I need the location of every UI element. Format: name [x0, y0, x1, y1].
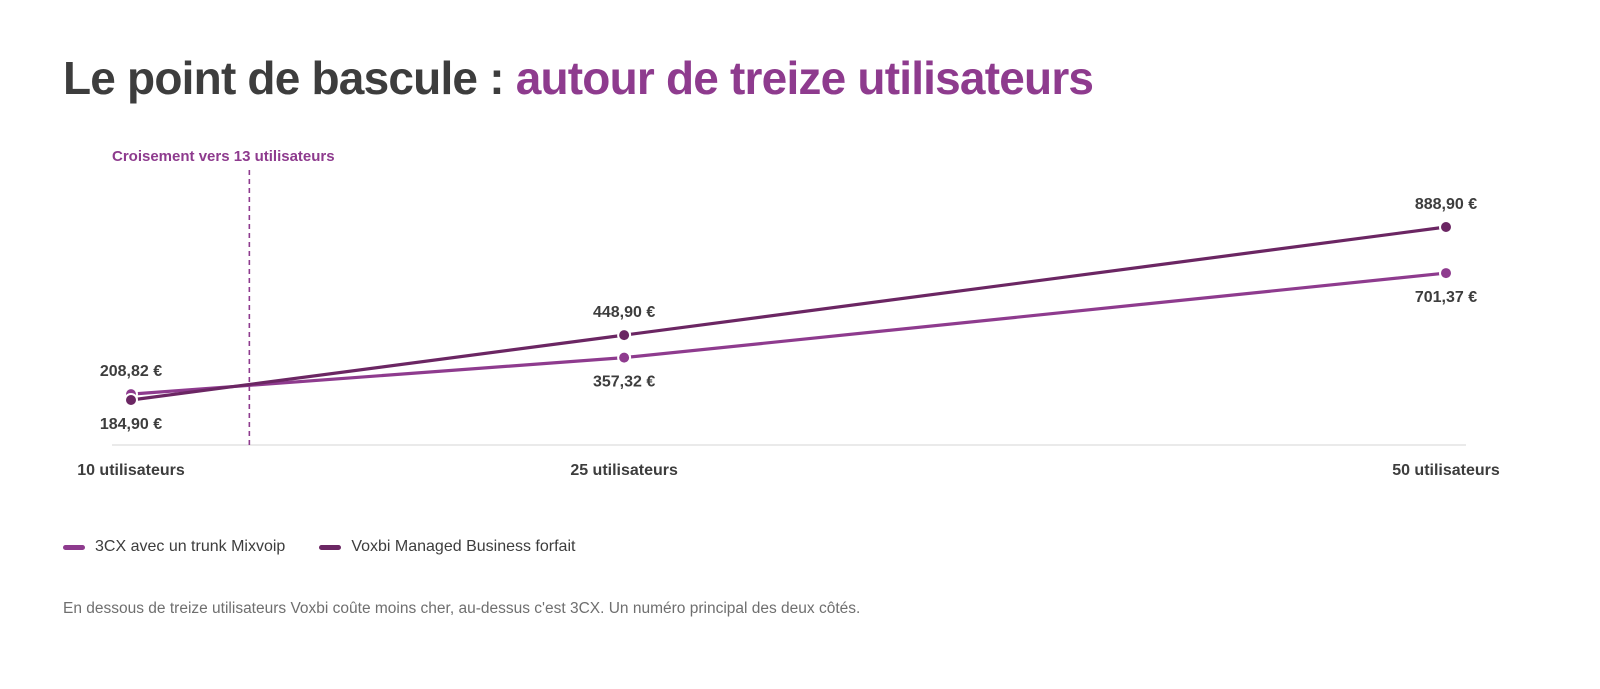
- data-point-1-2: [1439, 220, 1453, 234]
- chart-footnote: En dessous de treize utilisateurs Voxbi …: [63, 600, 861, 617]
- crossover-label: Croisement vers 13 utilisateurs: [112, 148, 335, 165]
- legend-swatch-voxbi: [319, 544, 342, 550]
- data-point-0-2: [1439, 266, 1453, 281]
- data-point-0-1: [617, 350, 632, 365]
- legend-label-voxbi: Voxbi Managed Business forfait: [351, 538, 576, 555]
- legend-item-voxbi: Voxbi Managed Business forfait: [319, 538, 575, 556]
- data-point-1-0: [124, 393, 138, 407]
- chart-title-accent: autour de treize utilisateurs: [515, 52, 1094, 104]
- series-line-0: [129, 271, 1448, 396]
- legend-label-3cx: 3CX avec un trunk Mixvoip: [95, 538, 286, 555]
- data-point-1-1: [617, 328, 632, 343]
- chart-title-lead: Le point de bascule :: [63, 52, 505, 104]
- chart-legend: 3CX avec un trunk Mixvoip Voxbi Managed …: [63, 538, 609, 556]
- x-tick-label-0: 10 utilisateurs: [77, 462, 185, 479]
- data-label-0-1: 357,32 €: [593, 374, 655, 391]
- legend-item-3cx: 3CX avec un trunk Mixvoip: [63, 538, 285, 556]
- series-line-1: [129, 225, 1448, 402]
- data-label-1-1: 448,90 €: [593, 304, 655, 321]
- data-label-1-0: 184,90 €: [100, 416, 162, 433]
- data-label-0-0: 208,82 €: [100, 363, 162, 380]
- chart-title: Le point de bascule : autour de treize u…: [63, 52, 1094, 105]
- legend-swatch-3cx: [63, 544, 85, 550]
- x-tick-label-2: 50 utilisateurs: [1392, 462, 1500, 479]
- data-label-1-2: 888,90 €: [1415, 196, 1477, 213]
- x-tick-label-1: 25 utilisateurs: [570, 462, 678, 479]
- data-label-0-2: 701,37 €: [1415, 289, 1477, 306]
- line-chart: Croisement vers 13 utilisateurs 208,82 € 3…: [77, 148, 1500, 479]
